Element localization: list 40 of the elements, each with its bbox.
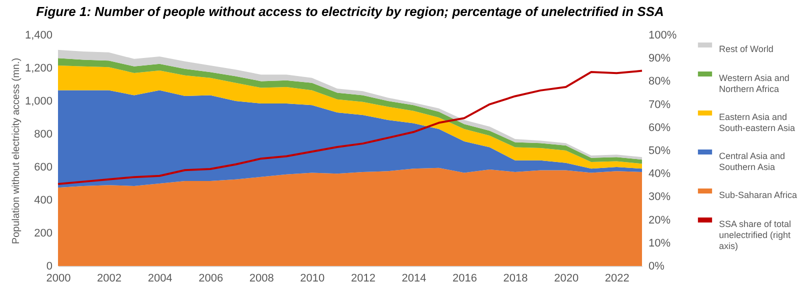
y2-tick-label: 70% bbox=[648, 98, 671, 111]
y2-tick-label: 100% bbox=[648, 30, 677, 42]
x-tick-label: 2008 bbox=[249, 272, 274, 284]
y2-tick-label: 50% bbox=[648, 145, 671, 157]
x-tick-label: 2006 bbox=[198, 272, 224, 284]
y2-tick-label: 80% bbox=[648, 76, 671, 88]
y-axis-title: Population without electricity access (mn.) bbox=[10, 58, 22, 244]
x-tick-label: 2020 bbox=[554, 272, 579, 284]
y2-tick-label: 10% bbox=[648, 237, 671, 250]
x-tick-label: 2000 bbox=[46, 272, 71, 284]
y2-tick-label: 60% bbox=[648, 122, 671, 134]
x-tick-label: 2010 bbox=[300, 272, 325, 284]
y-tick-label: 1,000 bbox=[24, 96, 52, 108]
line-series bbox=[57, 70, 643, 185]
legend-label: Central Asia and Southern Asia bbox=[719, 151, 786, 172]
x-tick-label: 2014 bbox=[402, 272, 426, 284]
x-tick-label: 2022 bbox=[604, 272, 630, 284]
y2-tick-label: 20% bbox=[648, 214, 671, 226]
y-tick-label: 800 bbox=[34, 128, 52, 140]
legend-label: Rest of World bbox=[719, 44, 774, 54]
y-tick-label: 1,200 bbox=[24, 62, 52, 74]
x-tick-label: 2012 bbox=[350, 272, 376, 284]
x-tick-label: 2018 bbox=[503, 272, 528, 284]
y-tick-label: 200 bbox=[34, 228, 52, 240]
legend-label: SSA share of total unelectrified (right axis) bbox=[719, 219, 792, 251]
y-tick-label: 1,400 bbox=[24, 30, 52, 42]
y2-tick-label: 90% bbox=[648, 52, 671, 65]
legend-label: Eastern Asia and South-eastern Asia bbox=[719, 112, 796, 133]
y-tick-label: 600 bbox=[34, 162, 52, 174]
y-tick-label: 0 bbox=[46, 260, 52, 272]
x-tick-label: 2002 bbox=[97, 272, 122, 284]
x-tick-label: 2016 bbox=[452, 272, 478, 284]
x-tick-label: 2004 bbox=[148, 272, 172, 284]
legend-label: Western Asia and Northern Africa bbox=[719, 73, 790, 94]
chart-title: Figure 1: Number of people without access to electricity by region; percentage of unelectrified in SSA bbox=[36, 4, 664, 19]
legend-label: Sub-Saharan Africa bbox=[719, 190, 798, 200]
y2-tick-label: 40% bbox=[648, 168, 671, 180]
y-tick-label: 400 bbox=[34, 194, 52, 206]
y2-tick-label: 0% bbox=[648, 260, 665, 272]
y2-tick-label: 30% bbox=[648, 191, 671, 204]
